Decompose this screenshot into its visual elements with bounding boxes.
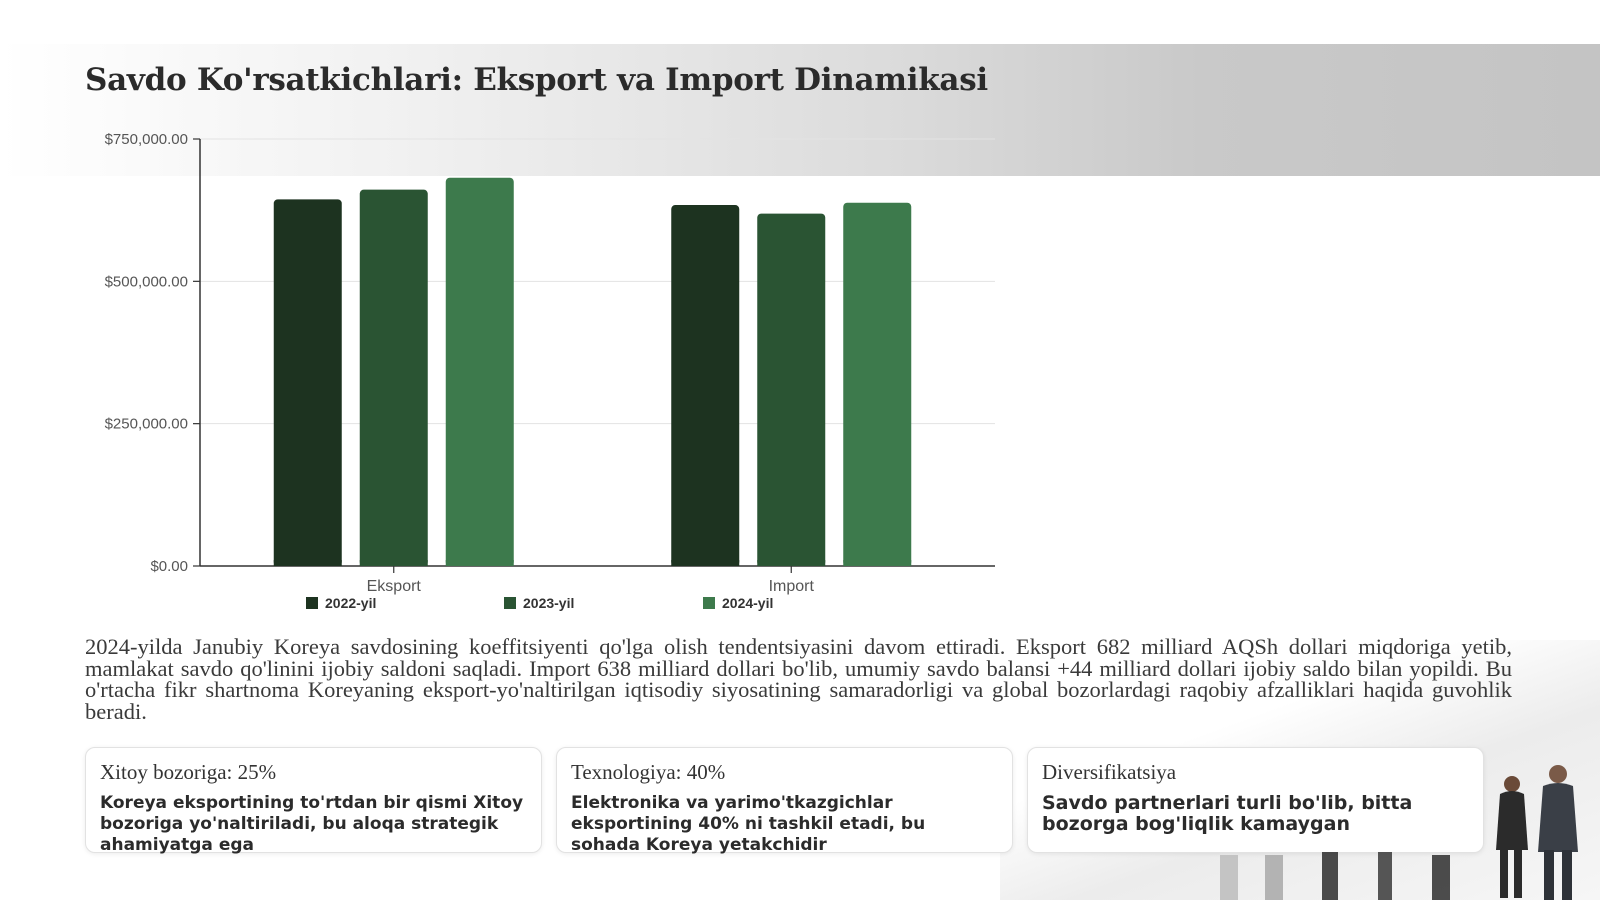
- bar-chart: $0.00 $250,000.00 $500,000.00 $750,000.00 Ek…: [105, 131, 995, 611]
- bar-base: [445, 560, 514, 566]
- header-banner: [0, 44, 1600, 176]
- summary-paragraph: 2024-yilda Janubiy Koreya savdosining ko…: [85, 634, 1512, 724]
- bar-base: [757, 560, 826, 566]
- bar-base: [273, 560, 342, 566]
- card-technology: Texnologiya: 40% Elektronika va yarimo't…: [556, 747, 1013, 855]
- legend-label: 2024-yil: [722, 595, 773, 611]
- card-text: Elektronika va yarimo'tkazgichlar ekspor…: [571, 793, 926, 855]
- card-title: Xitoy bozoriga: 25%: [100, 760, 277, 784]
- person-figure-2: [1538, 765, 1578, 900]
- legend-swatch: [504, 597, 516, 609]
- legend-swatch: [306, 597, 318, 609]
- legend-label: 2023-yil: [523, 595, 574, 611]
- card-title: Texnologiya: 40%: [571, 760, 726, 784]
- bar-base: [671, 560, 740, 566]
- y-tick-label: $750,000.00: [105, 131, 188, 148]
- bar: [445, 177, 514, 566]
- legend-label: 2022-yil: [325, 595, 376, 611]
- card-diversification: Diversifikatsiya Savdo partnerlari turli…: [1027, 747, 1484, 853]
- legend-swatch: [703, 597, 715, 609]
- bar-base: [843, 560, 912, 566]
- bar: [273, 199, 342, 566]
- card-title: Diversifikatsiya: [1042, 760, 1177, 784]
- card-text: Koreya eksportining to'rtdan bir qismi X…: [100, 793, 524, 855]
- bar: [671, 205, 740, 566]
- business-people-image: [1220, 765, 1578, 900]
- x-tick-label: Eksport: [367, 578, 422, 595]
- page-title: Savdo Ko'rsatkichlari: Eksport va Import…: [85, 62, 988, 98]
- bar: [843, 202, 912, 567]
- card-china-market: Xitoy bozoriga: 25% Koreya eksportining …: [85, 747, 542, 855]
- bar: [359, 189, 428, 567]
- card-text: Savdo partnerlari turli bo'lib, bitta bo…: [1042, 792, 1413, 835]
- bar-base: [359, 560, 428, 566]
- y-tick-label: $250,000.00: [105, 416, 188, 433]
- y-tick-label: $0.00: [150, 558, 188, 575]
- x-tick-label: Import: [769, 578, 815, 595]
- bar: [757, 213, 826, 566]
- y-tick-label: $500,000.00: [105, 273, 188, 290]
- person-figure-1: [1496, 776, 1528, 898]
